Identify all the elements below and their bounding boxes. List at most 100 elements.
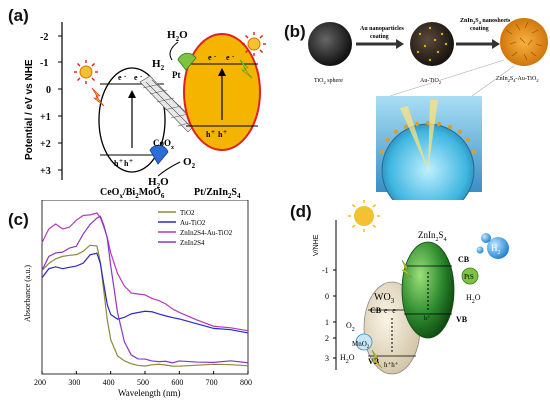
- panel-a-ylabel: Potential / eV vs NHE: [24, 59, 35, 160]
- chart-x-ticks: 200 300 400 500 600 700 800: [34, 371, 252, 387]
- au-tio2-sphere-label: Au-TiO2: [420, 78, 441, 85]
- legend-label: TiO2: [180, 209, 195, 217]
- right-electron-sign-2: -: [232, 52, 235, 60]
- o2-label: O2: [183, 156, 196, 170]
- chart-series-group: [41, 212, 249, 367]
- legend-label: ZnIn2S4-Au-TiO2: [180, 229, 233, 237]
- sun-icon: [74, 60, 98, 84]
- panel-a-tick-label: -1: [40, 58, 48, 69]
- coox-cocatalyst-shape: [149, 144, 169, 165]
- right-electron-sign: -: [214, 52, 217, 60]
- x-tick-label: 700: [206, 378, 218, 387]
- lightning-icon: [91, 87, 105, 107]
- right-electrons-2: e: [226, 53, 230, 62]
- chart-legend: TiO2 Au-TiO2 ZnIn2S4-Au-TiO2 ZnIn2S4: [158, 209, 233, 247]
- panel-a-tick-label: +3: [40, 166, 51, 177]
- panel-d-tick-label: 2: [325, 334, 329, 343]
- legend-label: Au-TiO2: [180, 219, 206, 227]
- panel-c-absorbance-chart: 200 300 400 500 600 700 800 Wavelength (nm) Ab…: [23, 200, 252, 398]
- au-nanoparticles-shape: [416, 26, 448, 62]
- h2-bubble-small-shape: [481, 233, 491, 243]
- left-hole-sign: +: [119, 157, 123, 165]
- left-holes-2: h: [124, 159, 129, 168]
- tio2-sphere-shape: [308, 22, 352, 66]
- zoom-line: [389, 59, 505, 97]
- panel-d-tick-label: 3: [325, 354, 329, 363]
- left-hole-sign-2: +: [129, 157, 133, 165]
- panel-d-tick-label: -1: [322, 266, 329, 275]
- znin2s4-label: ZnIn2S4: [418, 230, 447, 243]
- step1-label: Au nanoparticles: [360, 26, 405, 32]
- panel-a-tick-label: -2: [40, 32, 48, 43]
- legend-label: ZnIn2S4: [180, 239, 205, 247]
- panel-a-band-diagram: -2 -1 0 +1 +2 +3 Potential / eV vs NHE e…: [24, 22, 266, 200]
- x-tick-label: 200: [34, 378, 46, 387]
- panel-b-label: (b): [284, 22, 306, 41]
- right-hole-sign-2: +: [223, 128, 227, 136]
- panel-c-label: (c): [8, 210, 29, 229]
- left-material-label: CeOx/Bi2MoO6: [100, 187, 165, 200]
- x-tick-label: 400: [103, 378, 115, 387]
- au-tio2-sphere-shape: [410, 22, 454, 66]
- left-electron-sign-2: -: [140, 72, 143, 80]
- step2-label-b: coating: [470, 26, 489, 32]
- znin2s4-au-tio2-sphere-label: ZnIn2S4-Au-TiO2: [496, 76, 539, 83]
- panel-d-band-diagram: -1 0 1 2 3 V/NHE WO3 CB e· e· VB h⁺h⁺ Zn…: [313, 200, 509, 375]
- h2-evolution-arrow: [169, 41, 179, 61]
- lightning-icon: [401, 259, 413, 279]
- h2-bubble-shape: [487, 237, 509, 259]
- pt-label: Pt: [172, 70, 181, 80]
- chart-x-axis-label: Wavelength (nm): [118, 388, 181, 398]
- wo3-cb-label: CB: [370, 306, 382, 315]
- right-hole-sign: +: [211, 128, 215, 136]
- left-electrons: e: [118, 73, 122, 82]
- series-line-1: [41, 252, 249, 334]
- x-tick-label: 600: [171, 378, 183, 387]
- h2o-right-label: H2O: [466, 293, 481, 305]
- pt-cocatalyst-shape: [177, 52, 197, 71]
- h2o-bottom-label: H2O: [148, 176, 169, 190]
- step1-label-b: coating: [370, 34, 389, 40]
- left-holes: h: [114, 159, 119, 168]
- panel-d-tick-label: 0: [325, 292, 329, 301]
- surface-nanosheets-shape: [379, 120, 477, 155]
- lightning-icon: [371, 349, 383, 369]
- znin2s4-hole: h⁺: [424, 316, 430, 322]
- wo3-holes: h⁺h⁺: [384, 361, 399, 369]
- right-material-label: Pt/ZnIn2S4: [194, 187, 241, 200]
- chart-plot-frame: [41, 200, 249, 375]
- o2-label: O2: [346, 321, 355, 333]
- panel-a-tick-label: +1: [40, 112, 51, 123]
- sun-icon: [242, 32, 266, 56]
- chart-y-axis-label: Absorbance (a.u.): [23, 265, 32, 322]
- panel-a-label: (a): [8, 6, 29, 25]
- series-line-3: [41, 215, 249, 364]
- left-electron-sign: -: [124, 72, 127, 80]
- right-holes: h: [206, 130, 211, 139]
- panel-a-tick-label: 0: [46, 85, 51, 96]
- wo3-label: WO3: [374, 292, 395, 305]
- tio2-sphere-label: TiO2 sphere: [314, 78, 343, 85]
- panel-b-synthesis-scheme: TiO2 sphere Au nanoparticles coating Au-…: [308, 18, 548, 200]
- h2o-left-label: H2O: [340, 353, 355, 365]
- nanosheet-texture-shape: [505, 21, 543, 61]
- x-tick-label: 800: [240, 378, 252, 387]
- sun-icon: [348, 200, 380, 232]
- panel-d-tick-label: 1: [325, 318, 329, 327]
- x-tick-label: 500: [137, 378, 149, 387]
- right-electrons: e: [208, 53, 212, 62]
- pts-cocatalyst-shape: [461, 267, 479, 285]
- left-electrons-2: e: [134, 73, 138, 82]
- znin2s4-cb-label: CB: [458, 255, 470, 264]
- znin2s4-vb-label: VB: [456, 315, 468, 324]
- graphene-sheet-shape: [139, 75, 197, 133]
- series-line-2: [41, 212, 249, 332]
- mno2-cocatalyst-shape: [355, 333, 373, 351]
- panel-a-ticks: -2 -1 0 +1 +2 +3: [40, 32, 62, 177]
- h2o-top-label: H2O: [167, 29, 188, 43]
- h2-label: H2: [152, 58, 165, 72]
- light-rays-shape: [400, 100, 438, 170]
- panel-d-ylabel: V/NHE: [313, 234, 320, 256]
- step2-label: ZnIn2S4 nanosheets: [460, 18, 511, 25]
- x-tick-label: 300: [68, 378, 80, 387]
